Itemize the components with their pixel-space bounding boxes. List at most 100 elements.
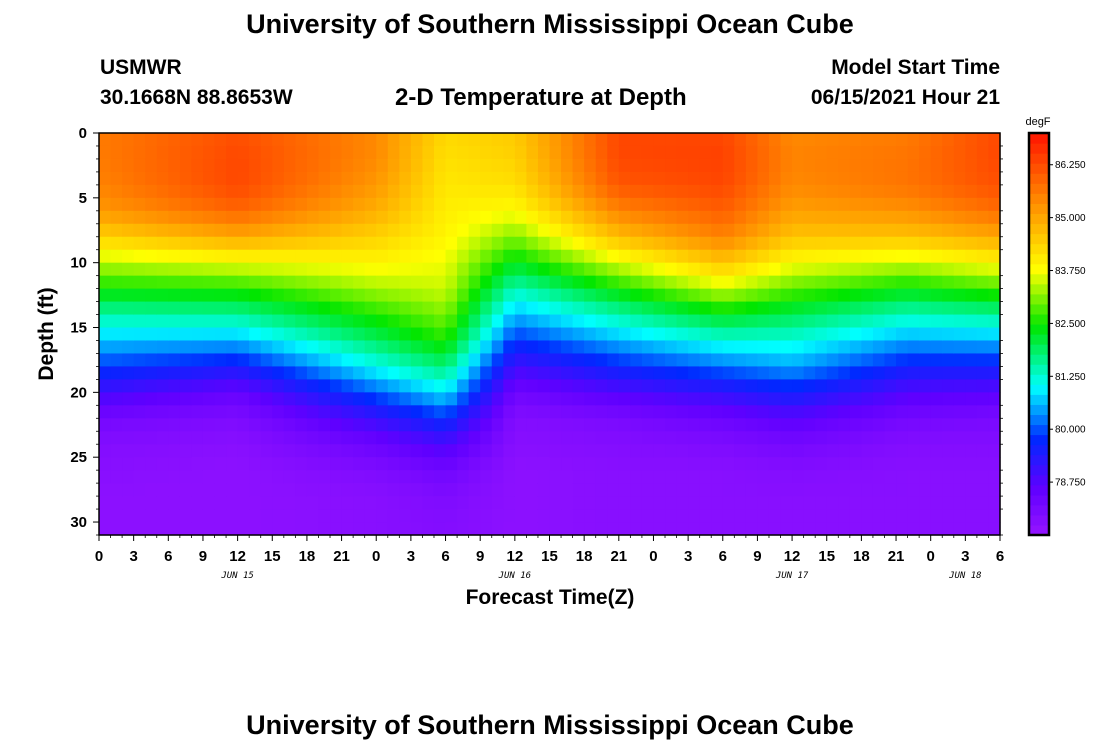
heatmap-cell <box>561 184 574 199</box>
heatmap-cell <box>919 145 932 160</box>
heatmap-cell <box>457 483 470 497</box>
heatmap-cell <box>942 483 955 497</box>
heatmap-cell <box>965 483 978 497</box>
heatmap-cell <box>133 457 146 471</box>
heatmap-cell <box>815 262 828 277</box>
heatmap-cell <box>283 301 296 316</box>
heatmap-cell <box>618 275 631 290</box>
heatmap-cell <box>780 509 793 523</box>
heatmap-cell <box>942 301 955 316</box>
heatmap-cell <box>260 314 273 329</box>
heatmap-cell <box>815 340 828 355</box>
heatmap-cell <box>237 392 250 406</box>
heatmap-cell <box>526 392 539 406</box>
heatmap-cell <box>630 496 643 510</box>
x-tick-label: 21 <box>333 548 350 565</box>
heatmap-cell <box>110 133 123 147</box>
colorbar-cell <box>1029 193 1049 204</box>
heatmap-cell <box>353 314 366 329</box>
heatmap-cell <box>272 133 285 147</box>
heatmap-cell <box>688 158 701 173</box>
heatmap-cell <box>815 392 828 406</box>
heatmap-cell <box>145 366 158 380</box>
heatmap-cell <box>872 457 886 471</box>
heatmap-cell <box>480 405 493 419</box>
colorbar-tick-label: 78.750 <box>1055 478 1086 489</box>
colorbar-cell <box>1029 173 1049 184</box>
heatmap-cell <box>156 522 169 536</box>
heatmap-cell <box>815 223 828 238</box>
heatmap-cell <box>884 184 897 199</box>
heatmap-cell <box>584 418 597 432</box>
heatmap-cell <box>133 470 146 484</box>
colorbar-cell <box>1029 484 1049 496</box>
heatmap-cell <box>734 431 747 445</box>
heatmap-cell <box>688 431 701 445</box>
heatmap-cell <box>364 353 377 368</box>
heatmap-cell <box>353 197 366 212</box>
heatmap-cell <box>526 483 539 497</box>
heatmap-cell <box>953 353 966 368</box>
heatmap-cell <box>156 223 169 238</box>
heatmap-cell <box>884 249 897 264</box>
heatmap-cell <box>561 431 574 445</box>
heatmap-cell <box>214 444 227 458</box>
heatmap-cell <box>376 483 389 497</box>
heatmap-cell <box>849 288 862 303</box>
x-date-label: JUN 17 <box>775 571 809 581</box>
heatmap-cell <box>399 171 412 186</box>
heatmap-cell <box>179 431 193 445</box>
colorbar-tick-label: 86.250 <box>1055 160 1086 171</box>
heatmap-cell <box>641 444 655 458</box>
heatmap-cell <box>745 340 759 355</box>
heatmap-cell <box>688 405 701 419</box>
heatmap-cell <box>549 275 562 290</box>
heatmap-cell <box>653 301 666 316</box>
heatmap-cell <box>283 522 296 536</box>
heatmap-cell <box>457 249 470 264</box>
heatmap-cell <box>665 288 678 303</box>
heatmap-cell <box>249 158 262 173</box>
heatmap-cell <box>226 223 239 238</box>
heatmap-cell <box>942 184 955 199</box>
heatmap-cell <box>896 275 909 290</box>
heatmap-cell <box>745 171 759 186</box>
heatmap-cell <box>872 262 886 277</box>
heatmap-cell <box>399 197 412 212</box>
heatmap-cell <box>838 197 851 212</box>
heatmap-cell <box>665 223 678 238</box>
heatmap-cell <box>503 158 516 173</box>
heatmap-cell <box>826 223 839 238</box>
heatmap-cell <box>191 405 204 419</box>
heatmap-cell <box>214 470 227 484</box>
heatmap-cell <box>815 405 828 419</box>
heatmap-cell <box>503 301 516 316</box>
heatmap-cell <box>422 379 435 393</box>
heatmap-cell <box>884 314 897 329</box>
heatmap-cell <box>745 314 759 329</box>
heatmap-cell <box>861 249 874 264</box>
heatmap-cell <box>387 145 400 160</box>
heatmap-cell <box>422 133 435 147</box>
heatmap-cell <box>537 509 551 523</box>
heatmap-cell <box>584 133 597 147</box>
heatmap-cell <box>260 301 273 316</box>
heatmap-cell <box>376 197 389 212</box>
heatmap-cell <box>272 184 285 199</box>
heatmap-cell <box>468 405 481 419</box>
heatmap-cell <box>99 457 112 471</box>
heatmap-cell <box>364 392 377 406</box>
heatmap-cell <box>295 197 308 212</box>
heatmap-cell <box>168 392 181 406</box>
heatmap-cell <box>191 418 204 432</box>
heatmap-cell <box>884 301 897 316</box>
heatmap-cell <box>410 184 424 199</box>
heatmap-cell <box>491 171 504 186</box>
heatmap-cell <box>699 184 712 199</box>
heatmap-cell <box>699 262 712 277</box>
heatmap-cell <box>849 327 862 342</box>
heatmap-cell <box>676 210 689 225</box>
heatmap-cell <box>734 457 747 471</box>
heatmap-cell <box>272 366 285 380</box>
heatmap-cell <box>214 522 227 536</box>
